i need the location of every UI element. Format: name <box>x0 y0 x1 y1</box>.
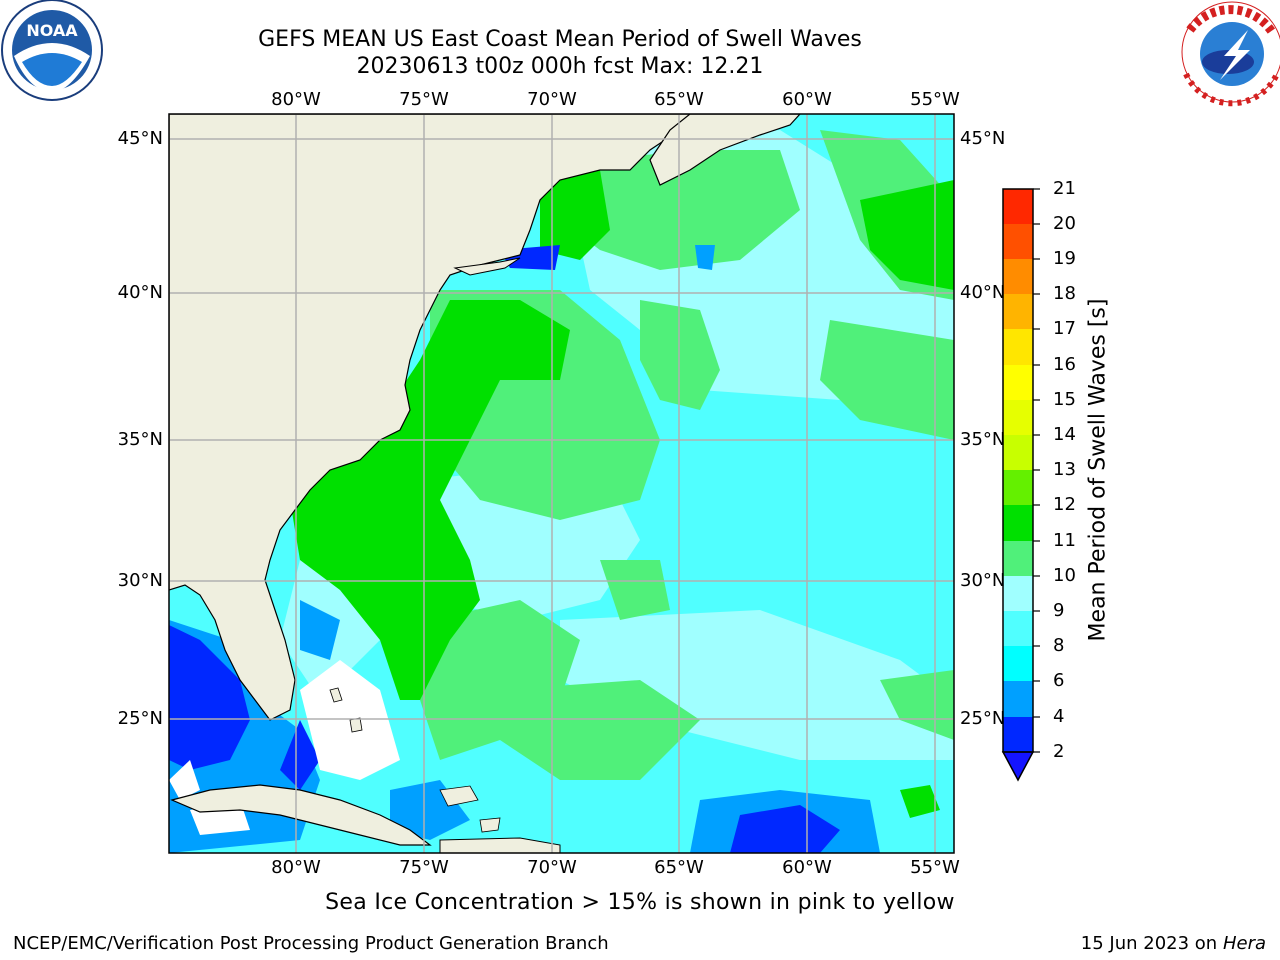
map-area <box>169 114 954 853</box>
colorbar-tick-label: 9 <box>1053 600 1065 621</box>
lon-label-bottom: 75°W <box>399 857 449 878</box>
lon-label-top: 80°W <box>271 89 321 110</box>
noaa-logo: NOAA <box>1 0 103 101</box>
lon-label-bottom: 60°W <box>782 857 832 878</box>
map-title: GEFS MEAN US East Coast Mean Period of S… <box>258 27 862 52</box>
lat-label-right: 35°N <box>960 429 1006 450</box>
colorbar-tick-label: 11 <box>1053 530 1076 551</box>
colorbar-label: Mean Period of Swell Waves [s] <box>1085 298 1111 642</box>
colorbar-tick-label: 15 <box>1053 389 1076 410</box>
colorbar-tick-label: 19 <box>1053 248 1076 269</box>
colorbar-tick-label: 4 <box>1053 706 1065 727</box>
colorbar-tick-label: 8 <box>1053 635 1065 656</box>
noaa-logo-text: NOAA <box>26 21 78 40</box>
colorbar-under-arrow <box>1001 751 1035 782</box>
lon-label-top: 55°W <box>910 89 960 110</box>
nws-logo <box>1181 1 1280 107</box>
colorbar-tick-label: 12 <box>1053 494 1076 515</box>
date-text: 15 Jun 2023 on <box>1080 933 1218 954</box>
colorbar-tick-label: 18 <box>1053 283 1076 304</box>
credit-text: NCEP/EMC/Verification Post Processing Pr… <box>13 933 609 954</box>
sea-ice-note: Sea Ice Concentration > 15% is shown in … <box>325 890 955 915</box>
lon-label-bottom: 55°W <box>910 857 960 878</box>
lat-label-right: 30°N <box>960 570 1006 591</box>
lon-label-top: 70°W <box>527 89 577 110</box>
lat-label-right: 40°N <box>960 282 1006 303</box>
lat-label-left: 45°N <box>117 128 163 149</box>
colorbar-tick-label: 10 <box>1053 565 1076 586</box>
lon-label-top: 65°W <box>654 89 704 110</box>
lon-label-bottom: 70°W <box>527 857 577 878</box>
lat-label-right: 25°N <box>960 708 1006 729</box>
lat-label-right: 45°N <box>960 128 1006 149</box>
colorbar-tick-label: 17 <box>1053 318 1076 339</box>
colorbar-tick-label: 21 <box>1053 178 1076 199</box>
colorbar-tick-label: 14 <box>1053 424 1076 445</box>
colorbar-tick-label: 13 <box>1053 459 1076 480</box>
lat-label-left: 40°N <box>117 282 163 303</box>
map-frame <box>168 113 955 854</box>
colorbar-tick-label: 16 <box>1053 354 1076 375</box>
lat-label-left: 30°N <box>117 570 163 591</box>
lat-label-left: 35°N <box>117 429 163 450</box>
lon-label-top: 75°W <box>399 89 449 110</box>
lon-label-bottom: 65°W <box>654 857 704 878</box>
colorbar-tick-label: 20 <box>1053 213 1076 234</box>
colorbar-tick-label: 6 <box>1053 670 1065 691</box>
forecast-subtitle: 20230613 t00z 000h fcst Max: 12.21 <box>356 54 764 79</box>
date-stamp: 15 Jun 2023 on Hera <box>1081 933 1266 954</box>
lon-label-bottom: 80°W <box>271 857 321 878</box>
colorbar-tick-label: 2 <box>1053 741 1065 762</box>
colorbar <box>1001 188 1040 782</box>
graticule <box>169 114 954 853</box>
lon-label-top: 60°W <box>782 89 832 110</box>
lat-label-left: 25°N <box>117 708 163 729</box>
machine-name: Hera <box>1222 933 1266 954</box>
